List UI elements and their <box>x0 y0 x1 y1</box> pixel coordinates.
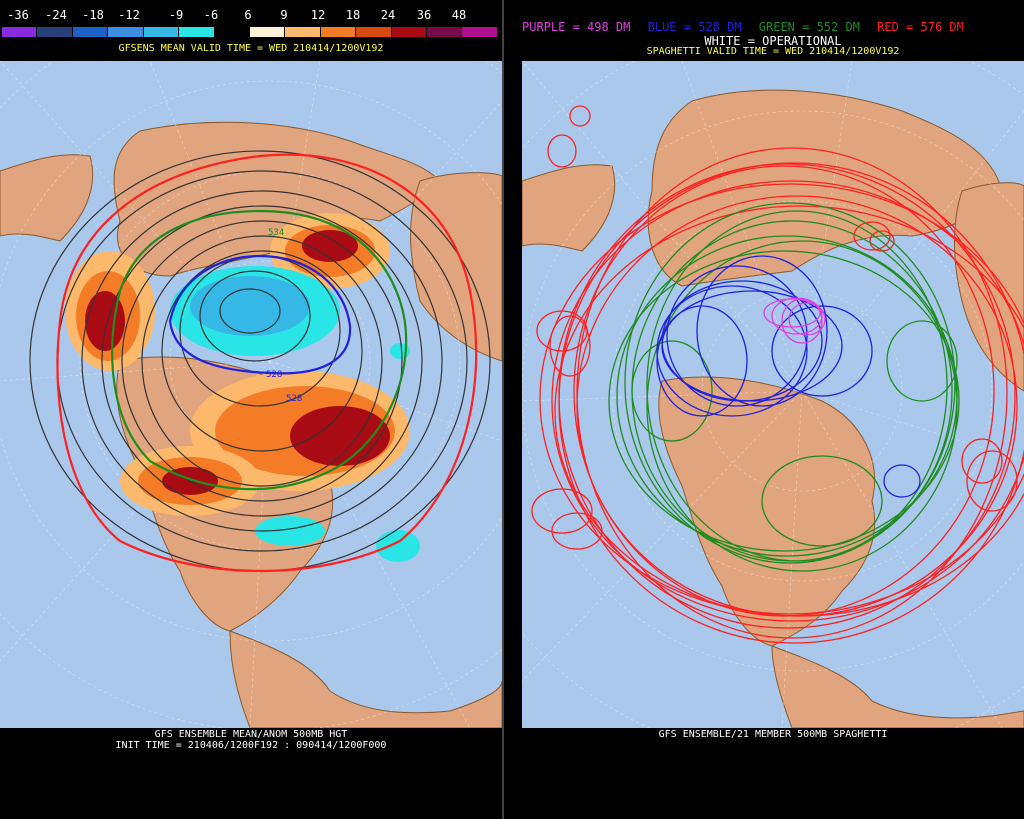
contour-label: 534 <box>268 228 284 238</box>
colorbar-label: -9 <box>168 8 184 22</box>
spaghetti-528-blue <box>656 255 921 498</box>
colorbar-label: 24 <box>380 8 396 22</box>
mean-bottom-title: GFS ENSEMBLE MEAN/ANOM 500MB HGT <box>154 729 348 740</box>
colorbar-label: -18 <box>82 8 104 22</box>
ensemble-mean-panel: -36 -24 -18 -12 -9 -6 6 9 12 18 24 36 48… <box>0 0 502 819</box>
colorbar-swatch <box>285 27 321 37</box>
colorbar-swatch <box>249 27 286 37</box>
colorbar-swatch <box>391 27 428 37</box>
colorbar-swatch <box>179 27 215 37</box>
mean-anomaly-map-svg: 534 528 528 <box>0 61 502 728</box>
colorbar-label: -24 <box>45 8 67 22</box>
contour-label: 528 <box>286 394 302 404</box>
colorbar-label: 48 <box>451 8 467 22</box>
spaghetti-valid-time-title: SPAGHETTI VALID TIME = WED 210414/1200V1… <box>646 46 900 57</box>
colorbar-swatch <box>356 27 392 37</box>
land-masses <box>522 89 1024 728</box>
colorbar-swatches <box>2 27 498 37</box>
operational-legend: WHITE = OPERATIONAL <box>704 34 842 48</box>
spaghetti-498-purple <box>763 297 826 344</box>
legend-purple: PURPLE = 498 DM <box>522 20 631 34</box>
spaghetti-panel: PURPLE = 498 DM BLUE = 528 DM GREEN = 55… <box>522 0 1024 819</box>
colorbar-swatch <box>72 27 109 37</box>
contour-552-green <box>111 209 408 491</box>
spaghetti-legend: PURPLE = 498 DM BLUE = 528 DM GREEN = 55… <box>522 20 1024 34</box>
spaghetti-552-green <box>608 202 960 572</box>
colorbar-swatch <box>320 27 357 37</box>
colorbar-swatch <box>427 27 463 37</box>
colorbar-swatch <box>214 27 250 37</box>
colorbar-labels: -36 -24 -18 -12 -9 -6 6 9 12 18 24 36 48 <box>0 8 502 24</box>
legend-red: RED = 576 DM <box>877 20 964 34</box>
colorbar-swatch <box>462 27 498 37</box>
colorbar-label: 9 <box>280 8 288 22</box>
panel-divider <box>502 0 522 819</box>
colorbar-label: -12 <box>118 8 140 22</box>
colorbar-label: 18 <box>345 8 361 22</box>
spaghetti-576-red <box>531 105 1024 644</box>
anomaly-colorbar: -36 -24 -18 -12 -9 -6 6 9 12 18 24 36 48 <box>0 5 502 45</box>
mean-anomaly-map: 534 528 528 <box>0 61 502 728</box>
colorbar-swatch <box>143 27 180 37</box>
colorbar-label: 12 <box>310 8 326 22</box>
legend-green: GREEN = 552 DM <box>758 20 860 34</box>
spaghetti-bottom-title: GFS ENSEMBLE/21 MEMBER 500MB SPAGHETTI <box>658 729 888 740</box>
spaghetti-map-svg <box>522 61 1024 728</box>
contour-label: 528 <box>266 370 282 380</box>
colorbar-swatch <box>37 27 73 37</box>
colorbar-label: 36 <box>416 8 432 22</box>
spaghetti-map <box>522 61 1024 728</box>
mean-valid-time-title: GFSENS MEAN VALID TIME = WED 210414/1200… <box>118 43 384 54</box>
colorbar-swatch <box>108 27 144 37</box>
colorbar-label: -6 <box>203 8 219 22</box>
negative-anomalies <box>170 266 420 562</box>
contour-576-red <box>56 153 478 573</box>
colorbar-swatch <box>2 27 38 37</box>
colorbar-label: -36 <box>7 8 29 22</box>
legend-blue: BLUE = 528 DM <box>647 20 742 34</box>
mean-init-time: INIT TIME = 210406/1200F192 : 090414/120… <box>115 740 387 751</box>
colorbar-label: 6 <box>244 8 252 22</box>
contour-528-blue <box>168 254 352 375</box>
